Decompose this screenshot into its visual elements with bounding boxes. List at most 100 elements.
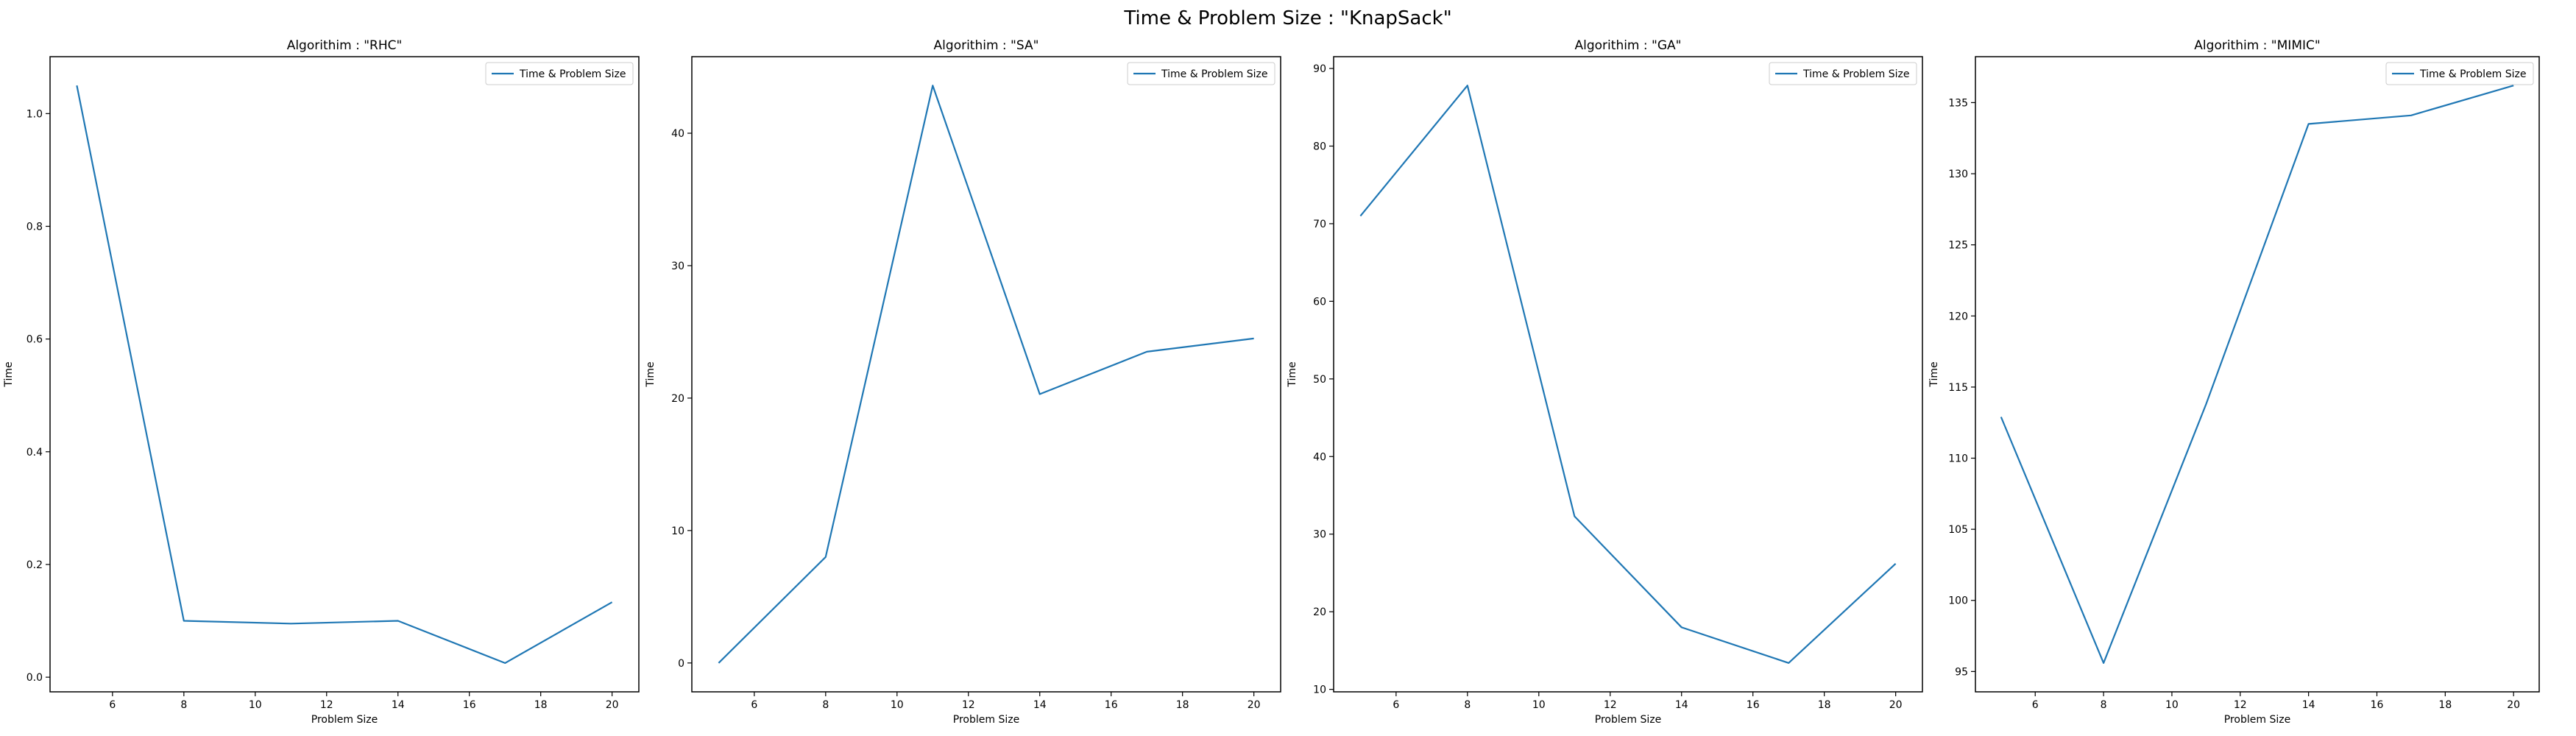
x-tick-label: 10 (2165, 699, 2179, 711)
y-axis-label: Time (3, 361, 15, 387)
y-tick-label: 0.8 (26, 221, 43, 233)
y-tick-label: 0.6 (26, 334, 43, 346)
x-tick-label: 12 (320, 699, 333, 711)
legend-label: Time & Problem Size (1161, 68, 1268, 80)
legend-box (1769, 62, 1917, 85)
x-axis-label: Problem Size (953, 714, 1019, 726)
x-tick-label: 14 (1675, 699, 1688, 711)
legend: Time & Problem Size (1127, 62, 1275, 85)
x-tick-label: 14 (392, 699, 405, 711)
x-tick-label: 8 (822, 699, 829, 711)
x-tick-label: 10 (891, 699, 904, 711)
y-tick-label: 110 (1948, 453, 1968, 465)
legend: Time & Problem Size (1769, 62, 1917, 85)
x-tick-label: 20 (606, 699, 619, 711)
x-tick-label: 16 (2371, 699, 2384, 711)
y-axis-label: Time (1928, 361, 1940, 387)
y-tick-label: 115 (1948, 382, 1968, 394)
x-tick-label: 8 (1464, 699, 1471, 711)
subplot-2: Algorithim : "SA" 6 8 10 12 14 16 18 20 0 10 20 30 40… (645, 38, 1281, 726)
y-tick-label: 0.0 (26, 672, 43, 684)
x-tick-label: 8 (180, 699, 187, 711)
y-tick-label: 60 (1313, 296, 1326, 308)
x-tick-label: 8 (2101, 699, 2107, 711)
y-tick-label: 90 (1313, 63, 1326, 75)
y-tick-label: 20 (1313, 606, 1326, 618)
y-tick-label: 120 (1948, 311, 1968, 322)
figure-title: Time & Problem Size : "KnapSack" (1124, 7, 1452, 29)
x-tick-label: 18 (534, 699, 548, 711)
subplot-4: Algorithim : "MIMIC" 6 8 10 12 14 16 18 20 95 100 1… (1928, 38, 2540, 726)
subplot-1: Algorithim : "RHC" 6 8 10 12 14 16 18 20 0.0 0.2 0.… (3, 38, 640, 726)
x-tick-label: 12 (2234, 699, 2247, 711)
y-tick-label: 95 (1955, 666, 1968, 678)
y-tick-label: 30 (1313, 529, 1326, 541)
x-tick-label: 6 (1393, 699, 1399, 711)
x-tick-label: 12 (962, 699, 975, 711)
y-tick-label: 0.2 (26, 559, 43, 571)
axes-frame (691, 56, 1281, 693)
y-tick-label: 30 (671, 261, 684, 272)
y-tick-label: 10 (671, 526, 684, 537)
y-tick-label: 125 (1948, 240, 1968, 252)
x-axis-label: Problem Size (1595, 714, 1661, 726)
y-tick-label: 100 (1948, 595, 1968, 607)
x-tick-label: 10 (1532, 699, 1546, 711)
legend-label: Time & Problem Size (519, 68, 626, 80)
legend-box (2385, 62, 2534, 85)
x-tick-label: 20 (2507, 699, 2520, 711)
legend: Time & Problem Size (485, 62, 634, 85)
x-axis-label: Problem Size (2224, 714, 2290, 726)
y-tick-label: 20 (671, 393, 684, 405)
x-tick-label: 18 (2438, 699, 2452, 711)
x-tick-label: 20 (1248, 699, 1261, 711)
series-line (76, 85, 613, 665)
series-line (718, 85, 1254, 664)
subplot-title: Algorithim : "GA" (1575, 38, 1682, 53)
x-tick-label: 6 (751, 699, 757, 711)
y-tick-label: 70 (1313, 219, 1326, 230)
y-tick-label: 40 (1313, 451, 1326, 463)
y-axis-label: Time (1287, 361, 1298, 387)
x-tick-label: 12 (1604, 699, 1617, 711)
x-tick-label: 20 (1889, 699, 1903, 711)
subplot-title: Algorithim : "SA" (934, 38, 1039, 53)
x-tick-label: 16 (1105, 699, 1118, 711)
x-axis-label: Problem Size (311, 714, 378, 726)
x-tick-label: 18 (1176, 699, 1189, 711)
x-tick-label: 14 (1033, 699, 1047, 711)
legend-label: Time & Problem Size (2419, 68, 2527, 80)
x-tick-label: 18 (1818, 699, 1831, 711)
x-tick-label: 14 (2302, 699, 2315, 711)
legend-box (1127, 62, 1275, 85)
series-line (2000, 85, 2514, 664)
y-tick-label: 0 (678, 658, 684, 670)
y-axis-label: Time (645, 361, 657, 387)
legend: Time & Problem Size (2385, 62, 2534, 85)
y-tick-label: 135 (1948, 97, 1968, 109)
axes-frame (1975, 56, 2540, 693)
series-line (1359, 85, 1897, 664)
axes-frame (49, 56, 640, 693)
x-tick-label: 10 (249, 699, 262, 711)
legend-box (485, 62, 634, 85)
y-tick-label: 1.0 (26, 108, 43, 120)
subplot-title: Algorithim : "MIMIC" (2194, 38, 2320, 53)
y-tick-label: 40 (671, 128, 684, 140)
y-tick-label: 0.4 (26, 447, 43, 459)
axes-frame (1333, 56, 1923, 693)
y-tick-label: 50 (1313, 374, 1326, 386)
x-tick-label: 6 (109, 699, 116, 711)
x-tick-label: 16 (463, 699, 476, 711)
y-tick-label: 130 (1948, 169, 1968, 180)
x-tick-label: 6 (2032, 699, 2039, 711)
y-tick-label: 80 (1313, 141, 1326, 152)
x-tick-label: 16 (1747, 699, 1760, 711)
subplot-3: Algorithim : "GA" 6 8 10 12 14 16 18 20 10 20 30 40 5… (1287, 38, 1923, 726)
y-tick-label: 105 (1948, 524, 1968, 536)
y-tick-label: 10 (1313, 684, 1326, 696)
legend-label: Time & Problem Size (1802, 68, 1910, 80)
subplot-title: Algorithim : "RHC" (287, 38, 403, 53)
